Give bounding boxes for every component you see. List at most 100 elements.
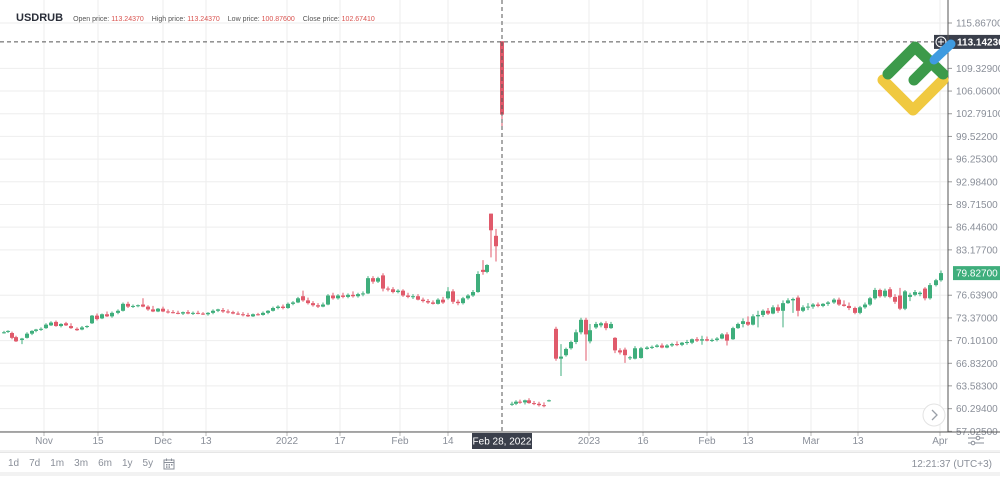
candle [609, 321, 613, 329]
candle [853, 306, 857, 315]
candles [2, 41, 943, 408]
candle [863, 302, 867, 309]
candle [451, 289, 455, 304]
candle [776, 304, 780, 313]
candle [100, 313, 104, 320]
candle [181, 311, 185, 315]
low-value: 100.87600 [261, 16, 295, 23]
candle [858, 305, 862, 315]
candle [670, 342, 674, 347]
candle [256, 312, 260, 316]
candle [90, 314, 94, 324]
candle [527, 398, 531, 404]
candle [559, 344, 563, 377]
time-tick-label: 2022 [276, 436, 299, 447]
time-axis[interactable]: Nov 15 Dec 13 2022 17 Feb 14 2023 16 Feb 13 Mar 13 Apr [0, 431, 1000, 452]
range-6m-button[interactable]: 6m [98, 458, 112, 469]
candle [306, 297, 310, 305]
price-tick-label: 63.58300 [956, 381, 998, 392]
candle [456, 299, 460, 306]
candle [796, 295, 800, 317]
range-7d-button[interactable]: 7d [29, 458, 41, 469]
candle [913, 289, 917, 297]
candle [64, 321, 68, 327]
candle [331, 292, 335, 300]
candle [166, 309, 170, 314]
candle [261, 311, 265, 316]
scroll-right-button[interactable] [922, 403, 946, 427]
candle [386, 286, 390, 292]
candle [756, 310, 760, 328]
candle [791, 297, 795, 313]
time-tick-label: Mar [802, 436, 820, 447]
candle [655, 344, 659, 348]
candle [461, 296, 465, 305]
candle [216, 308, 220, 313]
candle [751, 314, 755, 326]
candle [685, 339, 689, 345]
candle [660, 343, 664, 349]
candle [446, 287, 450, 300]
last-price-tag: 79.82700 [953, 266, 1000, 281]
range-1y-button[interactable]: 1y [121, 458, 133, 469]
candle [291, 301, 295, 306]
candle [371, 276, 375, 284]
logo-yellow-chevron [877, 74, 949, 116]
price-tick-label: 99.52200 [956, 132, 998, 143]
candle [628, 355, 632, 361]
candle [569, 340, 573, 350]
candle [489, 213, 493, 258]
range-1m-button[interactable]: 1m [50, 458, 65, 469]
axis-settings-icon[interactable] [968, 435, 984, 446]
candle [116, 309, 120, 315]
candle [736, 322, 740, 329]
candle [176, 310, 180, 315]
candle [806, 303, 810, 311]
candle [564, 347, 568, 357]
candle [251, 313, 255, 318]
price-axis[interactable]: 115.86700 109.32900 106.06000 102.79100 99.5… [922, 0, 1000, 438]
candle [665, 344, 669, 349]
candle [69, 323, 73, 329]
candle [126, 301, 130, 309]
time-tick-label: 16 [637, 436, 649, 447]
time-tick-label: Apr [932, 436, 948, 447]
candle [761, 309, 765, 318]
candle [246, 312, 250, 318]
candle [842, 300, 846, 307]
candle [908, 292, 912, 302]
close-value: 102.67410 [341, 16, 375, 23]
candle [710, 338, 714, 343]
candle [766, 308, 770, 315]
candle [675, 341, 679, 347]
calendar-icon[interactable] [163, 458, 175, 473]
candle [236, 311, 240, 315]
close-label: Close price: [302, 16, 340, 23]
candle [30, 330, 34, 336]
range-5y-button[interactable]: 5y [142, 458, 154, 469]
candle [336, 294, 340, 300]
candle [873, 287, 877, 300]
candle [639, 346, 643, 359]
candle [146, 305, 150, 311]
candle [316, 303, 320, 309]
price-tick-label: 83.17700 [956, 245, 998, 256]
candle [266, 310, 270, 315]
price-tick-label: 60.29400 [956, 404, 998, 415]
candle [485, 264, 489, 274]
candle [476, 271, 480, 293]
time-tick-label: 13 [200, 436, 212, 447]
candle [171, 310, 175, 314]
candle [574, 329, 578, 345]
brand-logo [877, 39, 956, 116]
candle [832, 298, 836, 304]
time-tick-label: 15 [92, 436, 104, 447]
candle [532, 401, 536, 406]
range-1d-button[interactable]: 1d [8, 458, 20, 469]
price-tick-label: 66.83200 [956, 359, 998, 370]
range-3m-button[interactable]: 3m [74, 458, 89, 469]
candle [141, 298, 145, 308]
candle [80, 326, 84, 331]
